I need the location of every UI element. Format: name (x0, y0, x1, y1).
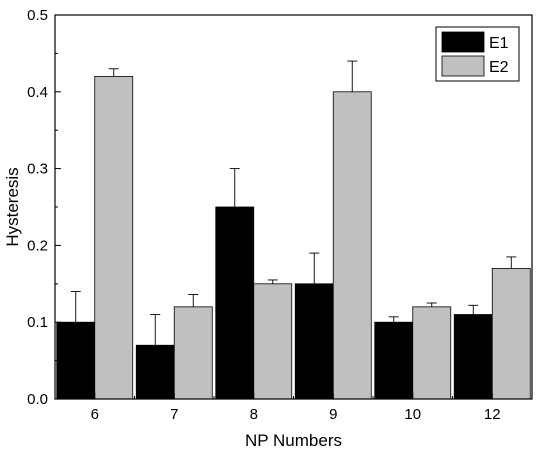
bar-e1-10 (374, 321, 414, 400)
bar-e1-12 (453, 314, 493, 400)
x-tick-label: 8 (250, 406, 258, 423)
y-tick-label: 0.3 (27, 161, 48, 178)
x-axis-title: NP Numbers (245, 431, 342, 450)
bar-e2-6 (94, 76, 134, 400)
y-tick-label: 0.0 (27, 391, 48, 408)
legend-swatch-e1 (441, 31, 485, 53)
x-tick-label: 10 (404, 406, 421, 423)
bar-e2-12 (491, 268, 531, 400)
x-tick-label: 9 (329, 406, 337, 423)
y-tick-label: 0.5 (27, 7, 48, 24)
legend-swatch-e2 (441, 55, 485, 77)
legend-label-e2: E2 (489, 59, 509, 76)
bar-e2-9 (332, 91, 372, 400)
x-tick-label: 7 (170, 406, 178, 423)
bar-e2-10 (412, 306, 452, 400)
legend-label-e1: E1 (489, 35, 509, 52)
x-tick-label: 6 (91, 406, 99, 423)
y-tick-label: 0.1 (27, 314, 48, 331)
bar-e2-7 (173, 306, 213, 400)
y-tick-label: 0.2 (27, 237, 48, 254)
legend: E1 E2 (435, 26, 520, 82)
bar-e1-7 (135, 344, 175, 400)
y-tick-label: 0.4 (27, 84, 48, 101)
bars-layer (56, 60, 531, 400)
bar-e1-8 (215, 206, 255, 400)
axis-layer: 0.0 0.1 0.2 0.3 0.4 0.5 6 7 8 9 10 12 (27, 7, 500, 423)
bar-e1-9 (294, 283, 334, 400)
bar-e2-8 (253, 283, 293, 400)
bar-e1-6 (56, 321, 96, 400)
y-axis-title: Hysteresis (3, 167, 22, 246)
x-tick-label: 12 (484, 406, 501, 423)
